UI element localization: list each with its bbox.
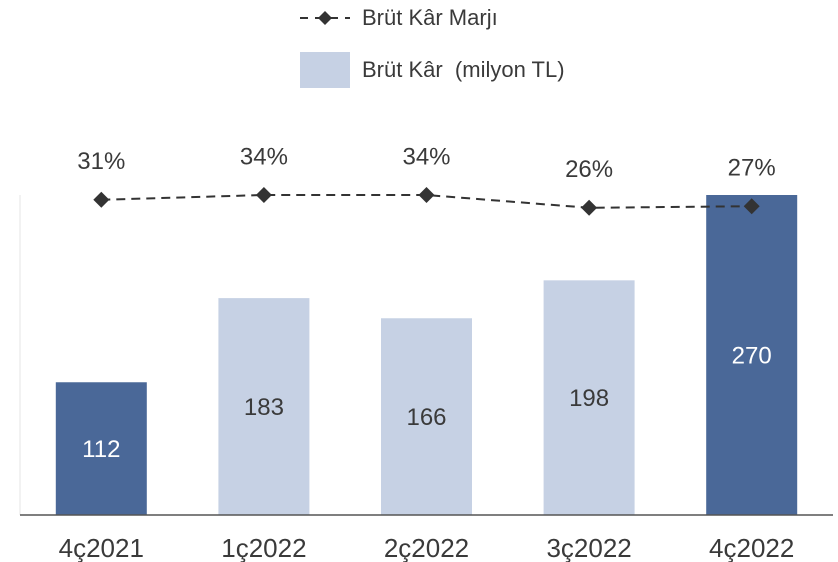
data-label: 34% xyxy=(240,143,288,170)
data-label: 198 xyxy=(569,385,609,412)
x-tick-label: 4ç2021 xyxy=(59,533,144,562)
data-label: 112 xyxy=(82,436,120,463)
x-tick-label: 2ç2022 xyxy=(384,533,469,562)
margin-line xyxy=(101,194,752,209)
data-label: 166 xyxy=(406,404,446,431)
legend-marker xyxy=(318,11,332,25)
data-label: 26% xyxy=(565,156,613,183)
marker xyxy=(93,191,110,208)
bar xyxy=(543,280,635,515)
x-tick-label: 1ç2022 xyxy=(221,533,306,562)
data-label: 31% xyxy=(77,148,125,175)
data-label: 183 xyxy=(244,394,284,421)
x-tick-label: 3ç2022 xyxy=(546,533,631,562)
legend-label: Brüt Kâr Marjı xyxy=(362,5,498,30)
bar xyxy=(381,318,472,515)
marker xyxy=(581,199,598,216)
bar xyxy=(706,195,798,515)
data-label: 34% xyxy=(402,143,450,170)
marker xyxy=(743,198,760,215)
bar xyxy=(55,382,147,515)
marker xyxy=(418,187,435,203)
x-tick-label: 4ç2022 xyxy=(709,533,794,562)
legend-swatch xyxy=(300,52,350,88)
data-label: 270 xyxy=(732,342,772,369)
data-label: 27% xyxy=(728,155,776,182)
marker xyxy=(255,187,272,203)
legend: Brüt Kâr Marjı Brüt Kâr (milyon TL) xyxy=(300,5,565,88)
legend-label: Brüt Kâr (milyon TL) xyxy=(362,57,565,82)
bar xyxy=(218,298,310,515)
